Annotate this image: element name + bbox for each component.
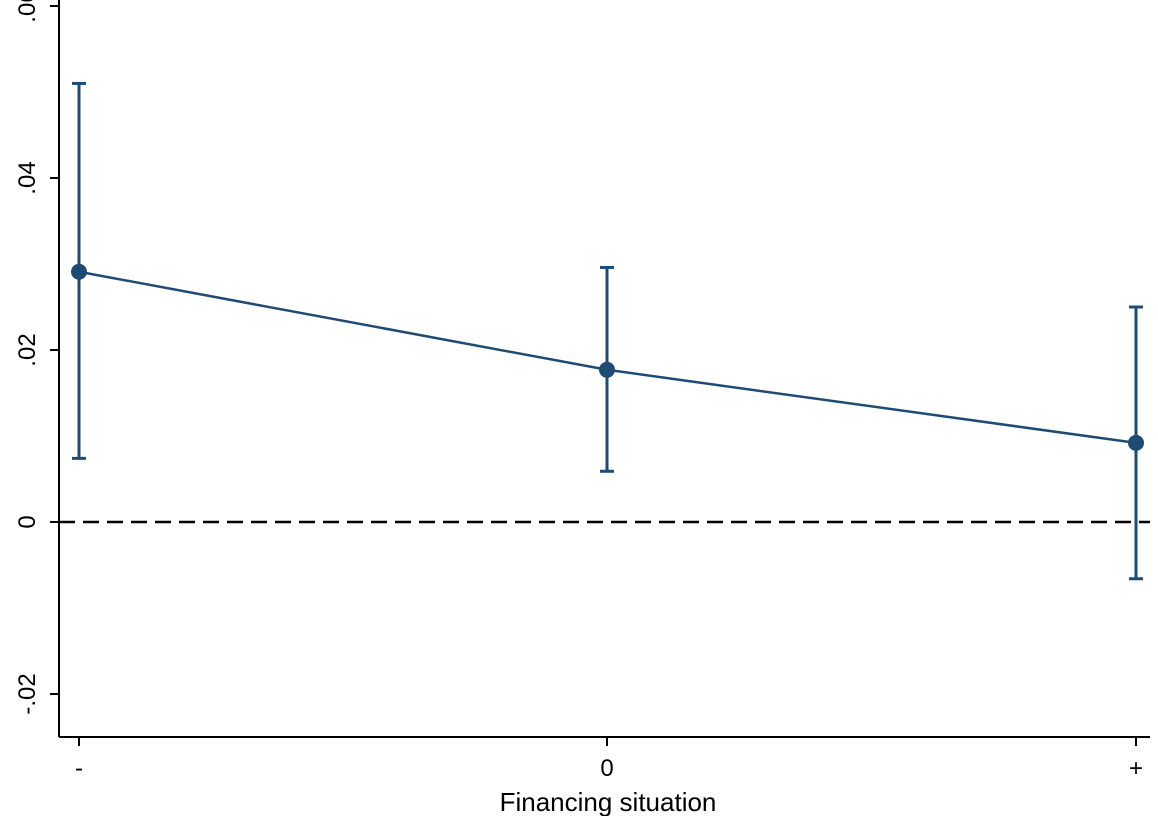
y-tick-label: .06 xyxy=(14,0,41,23)
x-axis-title: Financing situation xyxy=(500,787,717,816)
x-tick-label: 0 xyxy=(600,755,613,782)
y-tick-label: 0 xyxy=(14,515,41,528)
x-tick-label: + xyxy=(1129,755,1143,782)
data-point xyxy=(1128,434,1144,451)
axes: -.02 0 .02 .04 .06 - 0 + xyxy=(14,0,1150,782)
y-tick-label: -.02 xyxy=(14,673,41,714)
data-point xyxy=(71,263,87,280)
y-tick-label: .04 xyxy=(14,161,41,194)
chart-marks xyxy=(59,81,1150,581)
x-tick-label: - xyxy=(75,755,83,782)
y-tick-label: .02 xyxy=(14,333,41,366)
data-point xyxy=(599,361,615,378)
